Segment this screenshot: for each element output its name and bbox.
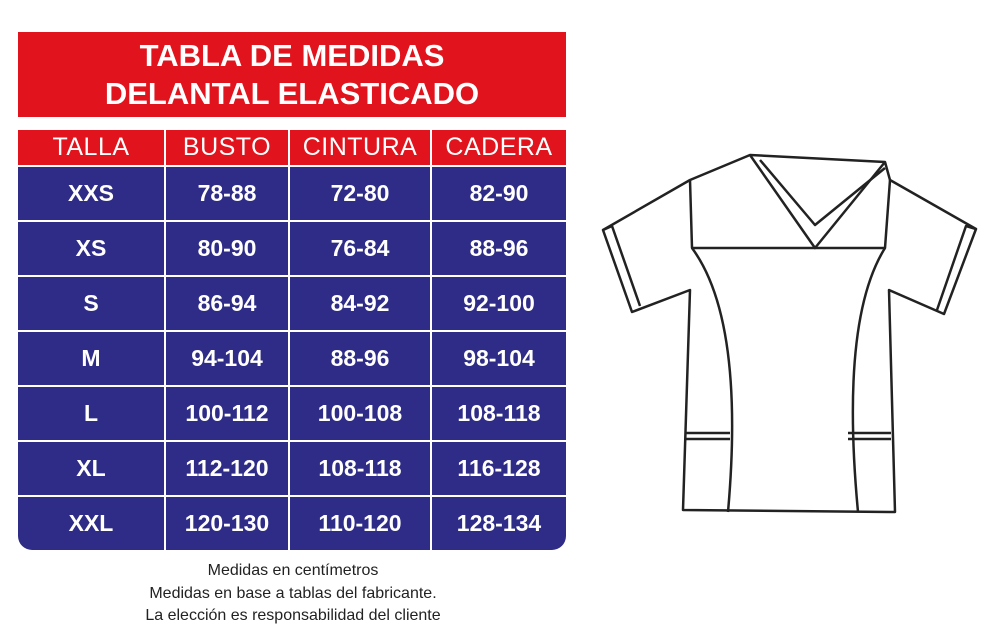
header-row: TALLA BUSTO CINTURA CADERA [18, 130, 566, 165]
column-header: CADERA [432, 130, 566, 165]
table-cell: 94-104 [166, 330, 290, 385]
table-row: XXS 78-88 72-80 82-90 [18, 165, 566, 220]
table-cell: 120-130 [166, 495, 290, 550]
table-cell: XXL [18, 495, 166, 550]
note-line: Medidas en base a tablas del fabricante. [149, 584, 437, 602]
table-cell: XXS [18, 165, 166, 220]
table-row: XXL 120-130 110-120 128-134 [18, 495, 566, 550]
note-line: Medidas en centímetros [207, 562, 379, 579]
table-cell: 108-118 [432, 385, 566, 440]
table-row: L 100-112 100-108 108-118 [18, 385, 566, 440]
table-cell: 86-94 [166, 275, 290, 330]
table-cell: 100-108 [290, 385, 432, 440]
notes: Medidas en centímetros Medidas en base a … [18, 560, 568, 628]
shirt-illustration [601, 153, 978, 514]
table-cell: 78-88 [166, 165, 290, 220]
column-header: TALLA [18, 130, 166, 165]
table-row: XL 112-120 108-118 116-128 [18, 440, 566, 495]
table-cell: 108-118 [290, 440, 432, 495]
table-cell: M [18, 330, 166, 385]
title-line: DELANTAL ELASTICADO [104, 75, 480, 111]
column-header: BUSTO [166, 130, 290, 165]
table-cell: 88-96 [290, 330, 432, 385]
table-cell: 100-112 [166, 385, 290, 440]
table-cell: 98-104 [432, 330, 566, 385]
table-cell: 76-84 [290, 220, 432, 275]
table-cell: 110-120 [290, 495, 432, 550]
table-cell: 84-92 [290, 275, 432, 330]
table-cell: 72-80 [290, 165, 432, 220]
size-table: TALLA BUSTO CINTURA CADERA XXS 78-88 72-80 82-9… [18, 130, 566, 550]
table-cell: L [18, 385, 166, 440]
table-cell: XS [18, 220, 166, 275]
column-header: CINTURA [290, 130, 432, 165]
table-row: S 86-94 84-92 92-100 [18, 275, 566, 330]
table-cell: 80-90 [166, 220, 290, 275]
table-cell: 82-90 [432, 165, 566, 220]
title-line: TABLA DE MEDIDAS [139, 37, 445, 73]
title-box: TABLA DE MEDIDAS DELANTAL ELASTICADO [18, 32, 566, 117]
table-row: XS 80-90 76-84 88-96 [18, 220, 566, 275]
table-row: M 94-104 88-96 98-104 [18, 330, 566, 385]
note-line: La elección es responsabilidad del clien… [145, 607, 441, 624]
table-cell: 116-128 [432, 440, 566, 495]
table-cell: 92-100 [432, 275, 566, 330]
table-cell: 112-120 [166, 440, 290, 495]
table-cell: XL [18, 440, 166, 495]
table-cell: 88-96 [432, 220, 566, 275]
table-cell: S [18, 275, 166, 330]
table-cell: 128-134 [432, 495, 566, 550]
